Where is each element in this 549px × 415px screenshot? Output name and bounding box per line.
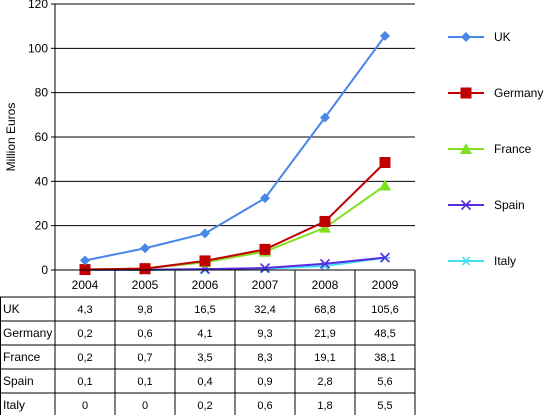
table-cell-spain-2007: 0,9 [257, 376, 272, 388]
legend-label-france: France [494, 142, 532, 156]
table-cell-spain-2006: 0,4 [197, 376, 212, 388]
table-cell-france-2004: 0,2 [77, 352, 92, 364]
table-cell-uk-2006: 16,5 [194, 304, 215, 316]
x-category-label-2008: 2008 [312, 278, 339, 292]
table-cell-italy-2005: 0 [142, 400, 148, 412]
legend-marker-france [460, 143, 472, 154]
data-point-uk-2004 [80, 255, 90, 266]
y-axis: 0 20 40 60 80 100 120 [28, 0, 56, 277]
table-cell-spain-2008: 2,8 [317, 376, 332, 388]
table-cell-italy-2009: 5,5 [377, 400, 392, 412]
table-cell-uk-2005: 9,8 [137, 304, 152, 316]
y-tick-label-60: 60 [35, 130, 49, 144]
x-category-label-2007: 2007 [252, 278, 279, 292]
table-cell-germany-2008: 21,9 [314, 328, 335, 340]
series-line-uk [84, 35, 386, 262]
data-point-france-2009 [379, 179, 391, 191]
legend-label-italy: Italy [494, 254, 516, 268]
legend-label-germany: Germany [494, 86, 543, 100]
y-tick-label-0: 0 [41, 263, 48, 277]
table-cell-uk-2004: 4,3 [77, 304, 92, 316]
table-cell-spain-2005: 0,1 [137, 376, 152, 388]
legend-item-spain: Spain [448, 198, 525, 212]
data-table: 2004 2005 2006 2007 2008 2009 UK 4,3 9,8 16,5 32,4… [0, 269, 416, 415]
legend: UK Germany France Spain Italy [448, 30, 543, 268]
table-cell-germany-2005: 0,6 [137, 328, 152, 340]
table-cell-germany-2009: 48,5 [374, 328, 395, 340]
table-row-label-uk: UK [3, 302, 20, 316]
table-cell-france-2009: 38,1 [374, 352, 395, 364]
table-row-label-italy: Italy [3, 398, 25, 412]
table-cell-germany-2007: 9,3 [257, 328, 272, 340]
y-axis-label: Million Euros [4, 103, 18, 172]
y-tick-label-120: 120 [28, 0, 48, 11]
x-category-label-2006: 2006 [192, 278, 219, 292]
legend-item-germany: Germany [448, 86, 543, 100]
table-cell-france-2007: 8,3 [257, 352, 272, 364]
data-point-uk-2008 [320, 112, 330, 123]
legend-label-uk: UK [494, 30, 511, 44]
legend-marker-uk [461, 32, 471, 42]
table-cell-uk-2007: 32,4 [254, 304, 275, 316]
legend-label-spain: Spain [494, 198, 525, 212]
data-point-germany-2008 [319, 215, 331, 227]
data-point-uk-2006 [200, 228, 210, 239]
data-point-uk-2005 [140, 243, 150, 254]
data-point-germany-2009 [379, 156, 391, 168]
y-tick-label-40: 40 [35, 174, 49, 188]
table-cell-italy-2008: 1,8 [317, 400, 332, 412]
series-line-france [84, 184, 386, 271]
table-cell-uk-2009: 105,6 [371, 304, 399, 316]
x-category-label-2005: 2005 [132, 278, 159, 292]
table-row-label-france: France [3, 350, 41, 364]
legend-marker-spain [460, 199, 472, 211]
legend-marker-germany [460, 87, 472, 99]
y-tick-label-80: 80 [35, 86, 49, 100]
data-point-uk-2009 [380, 30, 390, 41]
data-point-spain-2007 [259, 262, 271, 274]
legend-item-italy: Italy [448, 254, 516, 268]
gridlines [55, 3, 415, 271]
data-point-france-2008 [319, 221, 331, 233]
data-point-germany-2006 [199, 255, 211, 267]
table-cell-spain-2009: 5,6 [377, 376, 392, 388]
table-cell-italy-2006: 0,2 [197, 400, 212, 412]
series-line-germany [84, 161, 386, 271]
table-cell-italy-2004: 0 [82, 400, 88, 412]
y-tick-label-20: 20 [35, 219, 49, 233]
table-cell-france-2005: 0,7 [137, 352, 152, 364]
table-cell-italy-2007: 0,6 [257, 400, 272, 412]
data-point-uk-2007 [260, 193, 270, 204]
table-cell-germany-2006: 4,1 [197, 328, 212, 340]
data-point-germany-2005 [139, 263, 151, 275]
legend-item-france: France [448, 142, 532, 156]
data-point-spain-2008 [319, 258, 331, 269]
table-cell-germany-2004: 0,2 [77, 328, 92, 340]
data-series [79, 30, 391, 276]
table-cell-france-2008: 19,1 [314, 352, 335, 364]
table-cell-uk-2008: 68,8 [314, 304, 335, 316]
data-point-germany-2007 [259, 243, 271, 255]
legend-marker-italy [461, 256, 471, 266]
x-category-label-2009: 2009 [372, 278, 399, 292]
table-row-label-germany: Germany [3, 326, 52, 340]
y-tick-label-100: 100 [28, 41, 48, 55]
table-cell-spain-2004: 0,1 [77, 376, 92, 388]
x-category-label-2004: 2004 [72, 278, 99, 292]
legend-item-uk: UK [448, 30, 511, 44]
table-row-label-spain: Spain [3, 374, 34, 388]
data-point-spain-2009 [379, 252, 391, 263]
table-cell-france-2006: 3,5 [197, 352, 212, 364]
